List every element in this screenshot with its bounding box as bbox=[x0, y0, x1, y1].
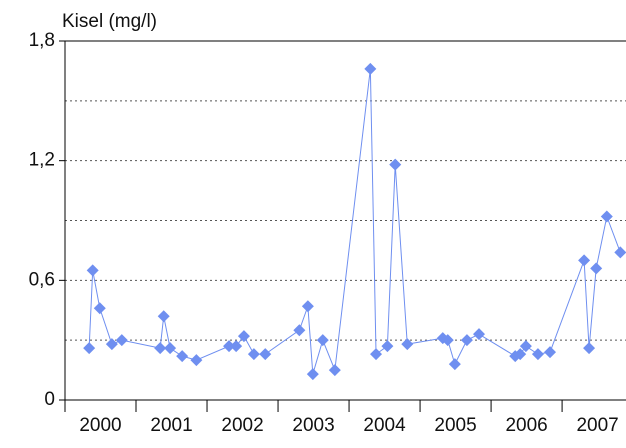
marker bbox=[176, 350, 189, 363]
marker bbox=[230, 340, 243, 353]
marker bbox=[157, 310, 170, 323]
marker bbox=[514, 348, 527, 361]
marker bbox=[164, 342, 177, 355]
marker bbox=[448, 358, 461, 371]
marker bbox=[83, 342, 96, 355]
marker bbox=[259, 348, 272, 361]
x-tick-label: 2004 bbox=[363, 415, 406, 436]
line bbox=[88, 68, 621, 375]
x-tick-label: 2006 bbox=[505, 415, 547, 436]
x-tick-label: 2001 bbox=[150, 415, 192, 436]
marker bbox=[105, 338, 118, 351]
marker bbox=[441, 334, 454, 347]
marker bbox=[460, 334, 473, 347]
marker bbox=[583, 342, 596, 355]
x-tick-label: 2007 bbox=[576, 415, 618, 436]
marker bbox=[223, 340, 236, 353]
marker bbox=[544, 346, 557, 359]
marker bbox=[401, 338, 414, 351]
x-tick-label: 2000 bbox=[79, 415, 121, 436]
x-tick-label: 2005 bbox=[434, 415, 476, 436]
y-tick-label: 0 bbox=[44, 389, 55, 410]
marker bbox=[389, 158, 402, 171]
y-tick-label: 0,6 bbox=[29, 269, 55, 290]
marker bbox=[473, 328, 486, 341]
marker bbox=[370, 348, 383, 361]
marker bbox=[86, 264, 99, 277]
marker bbox=[247, 348, 260, 361]
marker bbox=[614, 246, 626, 259]
marker bbox=[578, 254, 591, 267]
marker bbox=[600, 210, 613, 223]
marker bbox=[364, 62, 377, 75]
marker bbox=[154, 342, 167, 355]
marker bbox=[519, 340, 532, 353]
marker bbox=[590, 262, 603, 275]
marker bbox=[316, 334, 329, 347]
marker bbox=[190, 354, 203, 367]
x-tick-label: 2003 bbox=[292, 415, 334, 436]
marker bbox=[531, 348, 544, 361]
marker bbox=[115, 334, 128, 347]
marker bbox=[301, 300, 314, 313]
marker bbox=[306, 368, 319, 381]
marker bbox=[381, 340, 394, 353]
marker bbox=[293, 324, 306, 337]
marker bbox=[237, 330, 250, 343]
y-tick-label: 1,2 bbox=[29, 150, 55, 171]
marker bbox=[93, 302, 106, 315]
y-tick-label: 1,8 bbox=[29, 30, 55, 51]
chart-title: Kisel (mg/l) bbox=[62, 11, 157, 32]
marker bbox=[328, 364, 341, 377]
x-tick-label: 2002 bbox=[221, 415, 263, 436]
